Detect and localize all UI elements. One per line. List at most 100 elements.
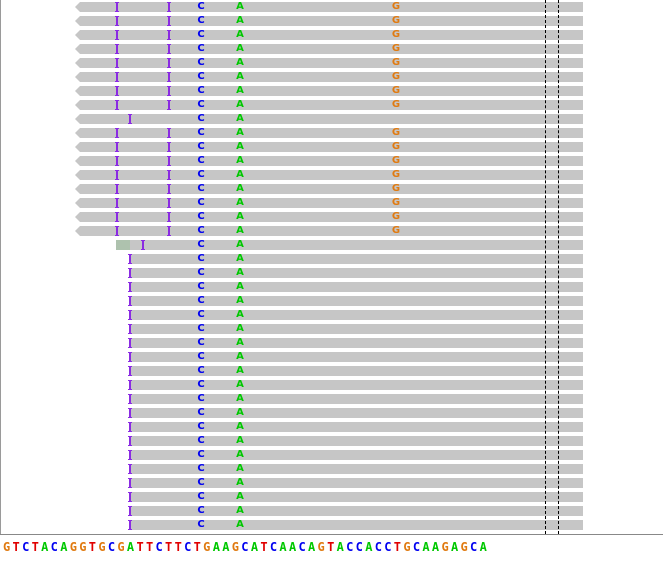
insertion-marker[interactable] xyxy=(115,58,119,68)
insertion-marker[interactable] xyxy=(115,156,119,166)
insertion-marker[interactable] xyxy=(167,86,171,96)
insertion-marker[interactable] xyxy=(128,506,132,516)
read-bar[interactable] xyxy=(129,324,583,334)
insertion-marker[interactable] xyxy=(128,422,132,432)
insertion-marker[interactable] xyxy=(128,436,132,446)
insertion-marker[interactable] xyxy=(128,282,132,292)
read-bar[interactable] xyxy=(75,226,583,236)
insertion-marker[interactable] xyxy=(115,226,119,236)
insertion-marker[interactable] xyxy=(115,100,119,110)
read-bar[interactable] xyxy=(129,394,583,404)
read-bar[interactable] xyxy=(129,506,583,516)
insertion-marker[interactable] xyxy=(167,226,171,236)
insertion-marker[interactable] xyxy=(128,520,132,530)
insertion-marker[interactable] xyxy=(128,394,132,404)
read-bar[interactable] xyxy=(75,86,583,96)
insertion-marker[interactable] xyxy=(128,338,132,348)
insertion-marker[interactable] xyxy=(167,44,171,54)
insertion-marker[interactable] xyxy=(128,492,132,502)
insertion-marker[interactable] xyxy=(115,142,119,152)
reference-base: A xyxy=(365,540,375,554)
read-bar[interactable] xyxy=(129,254,583,264)
read-bar[interactable] xyxy=(129,450,583,460)
read-bar[interactable] xyxy=(75,2,583,12)
insertion-marker[interactable] xyxy=(115,30,119,40)
insertion-marker[interactable] xyxy=(115,212,119,222)
read-bar[interactable] xyxy=(75,100,583,110)
insertion-marker[interactable] xyxy=(167,142,171,152)
read-bar[interactable] xyxy=(75,156,583,166)
insertion-marker[interactable] xyxy=(115,72,119,82)
insertion-marker[interactable] xyxy=(167,58,171,68)
insertion-marker[interactable] xyxy=(167,156,171,166)
insertion-marker[interactable] xyxy=(141,240,145,250)
reference-base: A xyxy=(250,540,261,554)
insertion-marker[interactable] xyxy=(128,268,132,278)
alignment-track[interactable]: C A G C A G C A G C A G C A G C A G C A G C A G C A C A G C A G C A G C A G C A… xyxy=(0,0,663,534)
read-bar[interactable] xyxy=(129,310,583,320)
read-bar[interactable] xyxy=(129,338,583,348)
insertion-marker[interactable] xyxy=(167,30,171,40)
read-bar[interactable] xyxy=(129,492,583,502)
insertion-marker[interactable] xyxy=(167,72,171,82)
read-bar[interactable] xyxy=(129,268,583,278)
insertion-marker[interactable] xyxy=(128,114,132,124)
read-bar[interactable] xyxy=(129,422,583,432)
reference-base: T xyxy=(193,540,204,554)
read-bar[interactable] xyxy=(129,282,583,292)
mismatch-base: A xyxy=(236,183,244,194)
read-bar[interactable] xyxy=(129,520,583,530)
insertion-marker[interactable] xyxy=(167,100,171,110)
insertion-marker[interactable] xyxy=(167,198,171,208)
insertion-marker[interactable] xyxy=(167,16,171,26)
insertion-marker[interactable] xyxy=(128,310,132,320)
reference-base: C xyxy=(346,540,356,554)
read-bar[interactable] xyxy=(129,380,583,390)
mismatch-base: C xyxy=(197,169,205,180)
read-bar[interactable] xyxy=(75,198,583,208)
read-bar[interactable] xyxy=(75,30,583,40)
read-bar[interactable] xyxy=(129,408,583,418)
read-bar[interactable] xyxy=(75,72,583,82)
insertion-marker[interactable] xyxy=(115,170,119,180)
insertion-marker[interactable] xyxy=(128,380,132,390)
read-bar[interactable] xyxy=(75,184,583,194)
read-bar[interactable] xyxy=(129,464,583,474)
insertion-marker[interactable] xyxy=(167,184,171,194)
insertion-marker[interactable] xyxy=(128,408,132,418)
insertion-marker[interactable] xyxy=(128,366,132,376)
insertion-marker[interactable] xyxy=(167,2,171,12)
read-bar[interactable] xyxy=(129,436,583,446)
insertion-marker[interactable] xyxy=(167,170,171,180)
insertion-marker[interactable] xyxy=(115,2,119,12)
read-bar[interactable] xyxy=(129,366,583,376)
read-bar[interactable] xyxy=(75,44,583,54)
insertion-marker[interactable] xyxy=(115,184,119,194)
insertion-marker[interactable] xyxy=(128,464,132,474)
insertion-marker[interactable] xyxy=(128,324,132,334)
read-bar[interactable] xyxy=(116,240,583,250)
read-bar[interactable] xyxy=(75,170,583,180)
read-bar[interactable] xyxy=(75,212,583,222)
insertion-marker[interactable] xyxy=(115,128,119,138)
read-bar[interactable] xyxy=(75,114,583,124)
read-bar[interactable] xyxy=(75,58,583,68)
insertion-marker[interactable] xyxy=(115,16,119,26)
insertion-marker[interactable] xyxy=(167,212,171,222)
read-bar[interactable] xyxy=(129,478,583,488)
read-bar[interactable] xyxy=(75,142,583,152)
reference-base: T xyxy=(393,540,404,554)
insertion-marker[interactable] xyxy=(115,44,119,54)
insertion-marker[interactable] xyxy=(128,296,132,306)
read-bar[interactable] xyxy=(129,352,583,362)
insertion-marker[interactable] xyxy=(128,352,132,362)
insertion-marker[interactable] xyxy=(128,254,132,264)
insertion-marker[interactable] xyxy=(128,478,132,488)
read-bar[interactable] xyxy=(75,16,583,26)
insertion-marker[interactable] xyxy=(115,198,119,208)
insertion-marker[interactable] xyxy=(167,128,171,138)
insertion-marker[interactable] xyxy=(128,450,132,460)
insertion-marker[interactable] xyxy=(115,86,119,96)
read-bar[interactable] xyxy=(75,128,583,138)
read-bar[interactable] xyxy=(129,296,583,306)
